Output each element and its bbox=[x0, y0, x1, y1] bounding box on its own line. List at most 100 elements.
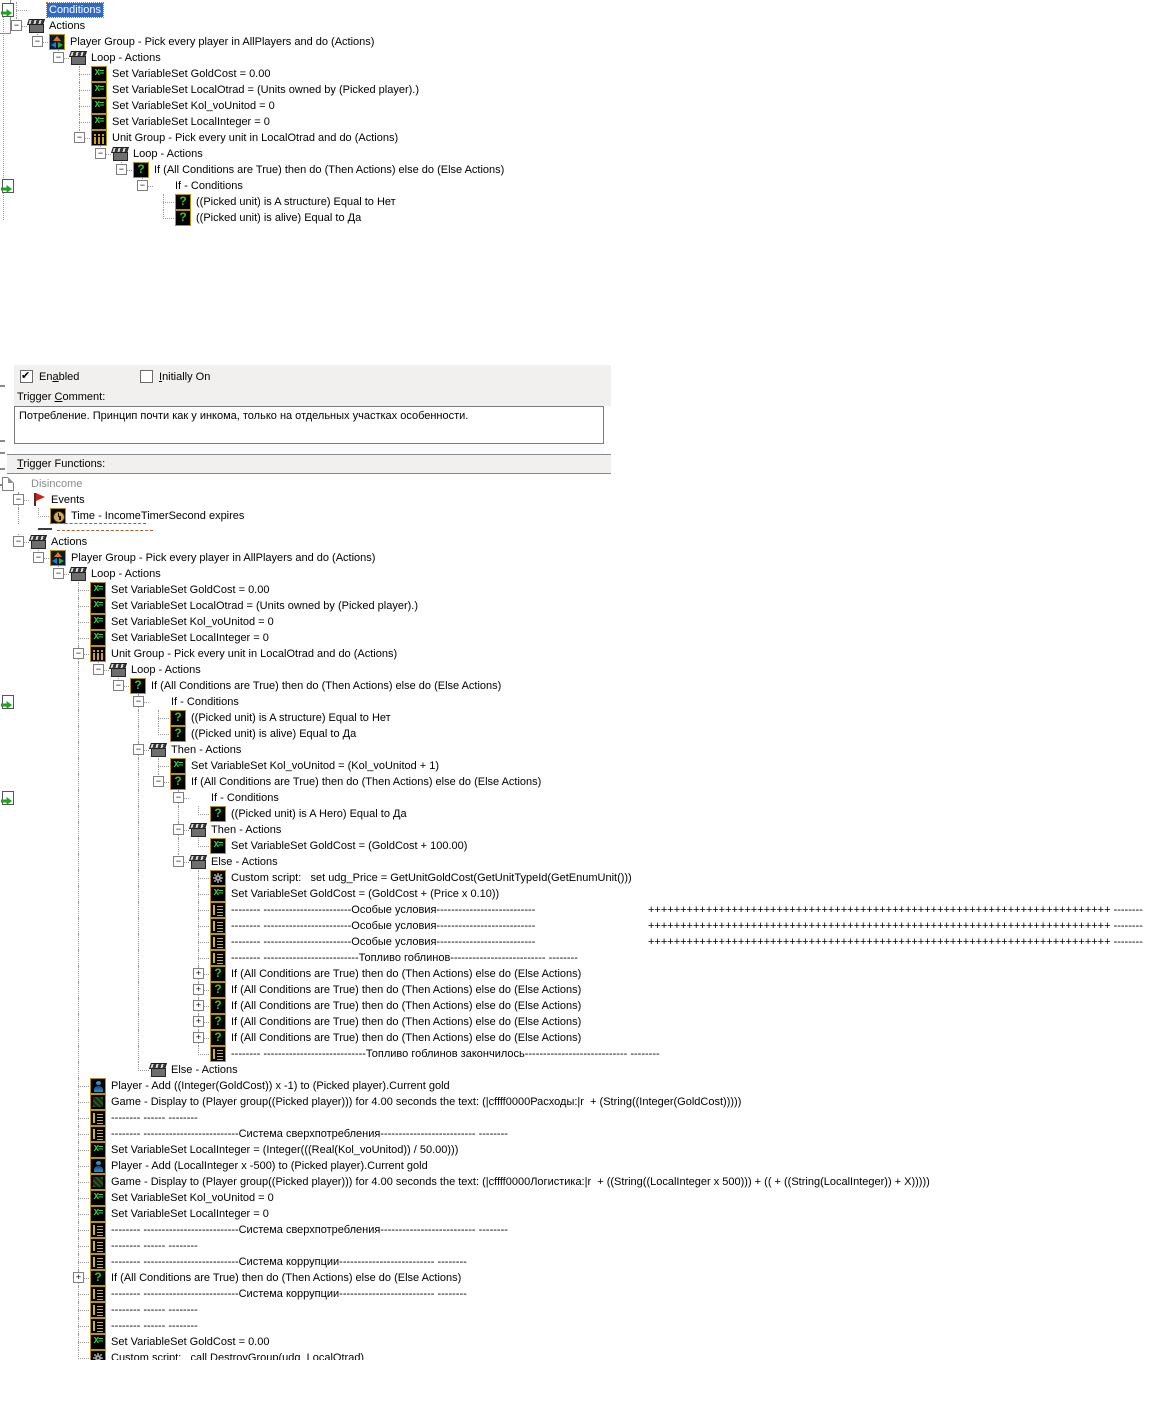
tree-row[interactable]: Set VariableSet GoldCost = 0.00 bbox=[0, 582, 1174, 598]
tree-row[interactable]: − Then - Actions bbox=[0, 742, 1174, 758]
tree-row[interactable]: − Loop - Actions bbox=[0, 566, 1174, 582]
splitter-tick[interactable] bbox=[0, 385, 5, 387]
expand-expander[interactable]: + bbox=[193, 968, 204, 979]
tree-row[interactable]: Set VariableSet GoldCost = 0.00 bbox=[0, 1334, 1174, 1350]
tree-row[interactable]: − Else - Actions bbox=[0, 854, 1174, 870]
collapse-expander[interactable]: − bbox=[53, 52, 64, 63]
collapse-expander[interactable]: − bbox=[73, 648, 84, 659]
tree-row[interactable]: Set VariableSet GoldCost = 0.00 bbox=[0, 66, 1174, 82]
tree-row[interactable]: − Actions bbox=[0, 18, 1174, 34]
tree-row[interactable]: Game - Display to (Player group((Picked … bbox=[0, 1174, 1174, 1190]
tree-row[interactable]: Set VariableSet GoldCost = (GoldCost + (… bbox=[0, 886, 1174, 902]
tree-row[interactable]: -------- ------ -------- bbox=[0, 1302, 1174, 1318]
tree-row[interactable]: − If - Conditions bbox=[0, 790, 1174, 806]
tree-row[interactable]: + If (All Conditions are True) then do (T… bbox=[0, 998, 1174, 1014]
tree-row[interactable]: -------- --------------------------Систе… bbox=[0, 1126, 1174, 1142]
tree-row[interactable]: Set VariableSet Kol_voUnitod = 0 bbox=[0, 1190, 1174, 1206]
collapse-expander[interactable]: − bbox=[95, 148, 106, 159]
tree-row[interactable]: -------- ------------------------Особые … bbox=[0, 918, 1174, 934]
tree-row[interactable]: ((Picked unit) is alive) Equal to Да bbox=[0, 726, 1174, 742]
enabled-checkbox[interactable] bbox=[20, 369, 33, 383]
collapse-expander[interactable]: − bbox=[116, 164, 127, 175]
tree-row[interactable]: Custom script: call DestroyGroup(udg_Loc… bbox=[0, 1350, 1174, 1360]
tree-row[interactable]: Game - Display to (Player group((Picked … bbox=[0, 1094, 1174, 1110]
expand-expander[interactable]: + bbox=[193, 1032, 204, 1043]
tree-row[interactable]: -------- ------ -------- bbox=[0, 1318, 1174, 1334]
tree-row[interactable]: -------- ------------------------Особые … bbox=[0, 934, 1174, 950]
tree-row[interactable]: − Then - Actions bbox=[0, 822, 1174, 838]
tree-row[interactable]: + If (All Conditions are True) then do (T… bbox=[0, 1270, 1174, 1286]
tree-row[interactable]: -------- ------------------------Особые … bbox=[0, 902, 1174, 918]
tree-row[interactable]: Player - Add (LocalInteger x -500) to (P… bbox=[0, 1158, 1174, 1174]
collapse-expander[interactable]: − bbox=[93, 664, 104, 675]
tree-row[interactable]: + If (All Conditions are True) then do (T… bbox=[0, 982, 1174, 998]
splitter-tick[interactable] bbox=[0, 440, 5, 442]
splitter-tick[interactable] bbox=[0, 452, 5, 454]
tree-row[interactable]: − Unit Group - Pick every unit in LocalOt… bbox=[0, 646, 1174, 662]
expand-expander[interactable]: + bbox=[193, 1000, 204, 1011]
tree-row[interactable]: − Player Group - Pick every player in All… bbox=[0, 34, 1174, 50]
tree-row[interactable]: ((Picked unit) is A structure) Equal to … bbox=[0, 710, 1174, 726]
collapse-expander[interactable]: − bbox=[113, 680, 124, 691]
collapse-expander[interactable]: − bbox=[153, 776, 164, 787]
collapse-expander[interactable]: − bbox=[11, 20, 22, 31]
tree-row[interactable]: -------- ------ -------- bbox=[0, 1238, 1174, 1254]
tree-row[interactable]: Conditions bbox=[0, 2, 1174, 18]
collapse-expander[interactable]: − bbox=[173, 824, 184, 835]
tree-row[interactable]: -------- --------------------------Систе… bbox=[0, 1286, 1174, 1302]
expand-expander[interactable]: + bbox=[193, 984, 204, 995]
collapse-expander[interactable]: − bbox=[53, 568, 64, 579]
collapse-expander[interactable]: − bbox=[173, 856, 184, 867]
tree-row[interactable]: Player - Add ((Integer(GoldCost)) x -1) … bbox=[0, 1078, 1174, 1094]
tree-row[interactable]: ((Picked unit) is A Hero) Equal to Да bbox=[0, 806, 1174, 822]
initially-on-checkbox[interactable] bbox=[140, 370, 153, 383]
tree-row[interactable]: -------- --------------------------Систе… bbox=[0, 1222, 1174, 1238]
tree-row[interactable]: Set VariableSet LocalInteger = (Integer(… bbox=[0, 1142, 1174, 1158]
tree-row[interactable]: − Unit Group - Pick every unit in LocalOt… bbox=[0, 130, 1174, 146]
tree-row[interactable]: -------- --------------------------Систе… bbox=[0, 1254, 1174, 1270]
collapse-expander[interactable]: − bbox=[74, 132, 85, 143]
tree-row[interactable]: + If (All Conditions are True) then do (T… bbox=[0, 1030, 1174, 1046]
collapse-expander[interactable]: − bbox=[133, 744, 144, 755]
tree-row[interactable]: -------- ------ -------- bbox=[0, 1110, 1174, 1126]
trigger-comment-input[interactable]: Потребление. Принцип почти как у инкома,… bbox=[14, 406, 604, 444]
tree-row[interactable]: + If (All Conditions are True) then do (T… bbox=[0, 966, 1174, 982]
collapse-expander[interactable]: − bbox=[133, 696, 144, 707]
tree-row[interactable]: Set VariableSet LocalOtrad = (Units owne… bbox=[0, 82, 1174, 98]
collapse-expander[interactable]: − bbox=[32, 36, 43, 47]
expand-expander[interactable]: + bbox=[73, 1272, 84, 1283]
tree-row[interactable]: Set VariableSet Kol_voUnitod = (Kol_voUn… bbox=[0, 758, 1174, 774]
collapse-expander[interactable]: − bbox=[13, 536, 24, 547]
expand-expander[interactable]: + bbox=[193, 1016, 204, 1027]
tree-row[interactable]: ((Picked unit) is A structure) Equal to … bbox=[0, 194, 1174, 210]
collapse-expander[interactable]: − bbox=[173, 792, 184, 803]
tree-row[interactable]: Disincome bbox=[0, 476, 1174, 492]
collapse-expander[interactable]: − bbox=[137, 180, 148, 191]
tree-row[interactable]: − If (All Conditions are True) then do (T… bbox=[0, 774, 1174, 790]
tree-row[interactable]: − If (All Conditions are True) then do (T… bbox=[0, 678, 1174, 694]
tree-row[interactable]: Set VariableSet GoldCost = (GoldCost + 1… bbox=[0, 838, 1174, 854]
collapse-expander[interactable]: − bbox=[13, 494, 24, 505]
tree-row[interactable]: − Loop - Actions bbox=[0, 50, 1174, 66]
tree-row[interactable]: Set VariableSet LocalInteger = 0 bbox=[0, 630, 1174, 646]
tree-row[interactable]: ((Picked unit) is alive) Equal to Да bbox=[0, 210, 1174, 226]
tree-row[interactable]: Set VariableSet LocalInteger = 0 bbox=[0, 1206, 1174, 1222]
tree-row[interactable]: Time - IncomeTimerSecond expires bbox=[0, 508, 1174, 524]
tree-row[interactable]: -------- --------------------------Топли… bbox=[0, 950, 1174, 966]
tree-row[interactable]: − Loop - Actions bbox=[0, 662, 1174, 678]
tree-row[interactable]: − If - Conditions bbox=[0, 178, 1174, 194]
tree-row[interactable]: + If (All Conditions are True) then do (T… bbox=[0, 1014, 1174, 1030]
splitter-tick[interactable] bbox=[0, 468, 5, 470]
tree-row[interactable]: -------- ----------------------------Топ… bbox=[0, 1046, 1174, 1062]
tree-row[interactable]: Custom script: set udg_Price = GetUnitGo… bbox=[0, 870, 1174, 886]
tree-row[interactable]: − If - Conditions bbox=[0, 694, 1174, 710]
tree-row[interactable]: Set VariableSet Kol_voUnitod = 0 bbox=[0, 614, 1174, 630]
tree-row[interactable]: − Loop - Actions bbox=[0, 146, 1174, 162]
tree-row[interactable]: Set VariableSet Kol_voUnitod = 0 bbox=[0, 98, 1174, 114]
tree-row[interactable]: − Events bbox=[0, 492, 1174, 508]
tree-row[interactable]: Else - Actions bbox=[0, 1062, 1174, 1078]
tree-row[interactable]: Set VariableSet LocalInteger = 0 bbox=[0, 114, 1174, 130]
tree-row[interactable]: − If (All Conditions are True) then do (T… bbox=[0, 162, 1174, 178]
collapse-expander[interactable]: − bbox=[33, 552, 44, 563]
tree-row[interactable]: − Player Group - Pick every player in All… bbox=[0, 550, 1174, 566]
